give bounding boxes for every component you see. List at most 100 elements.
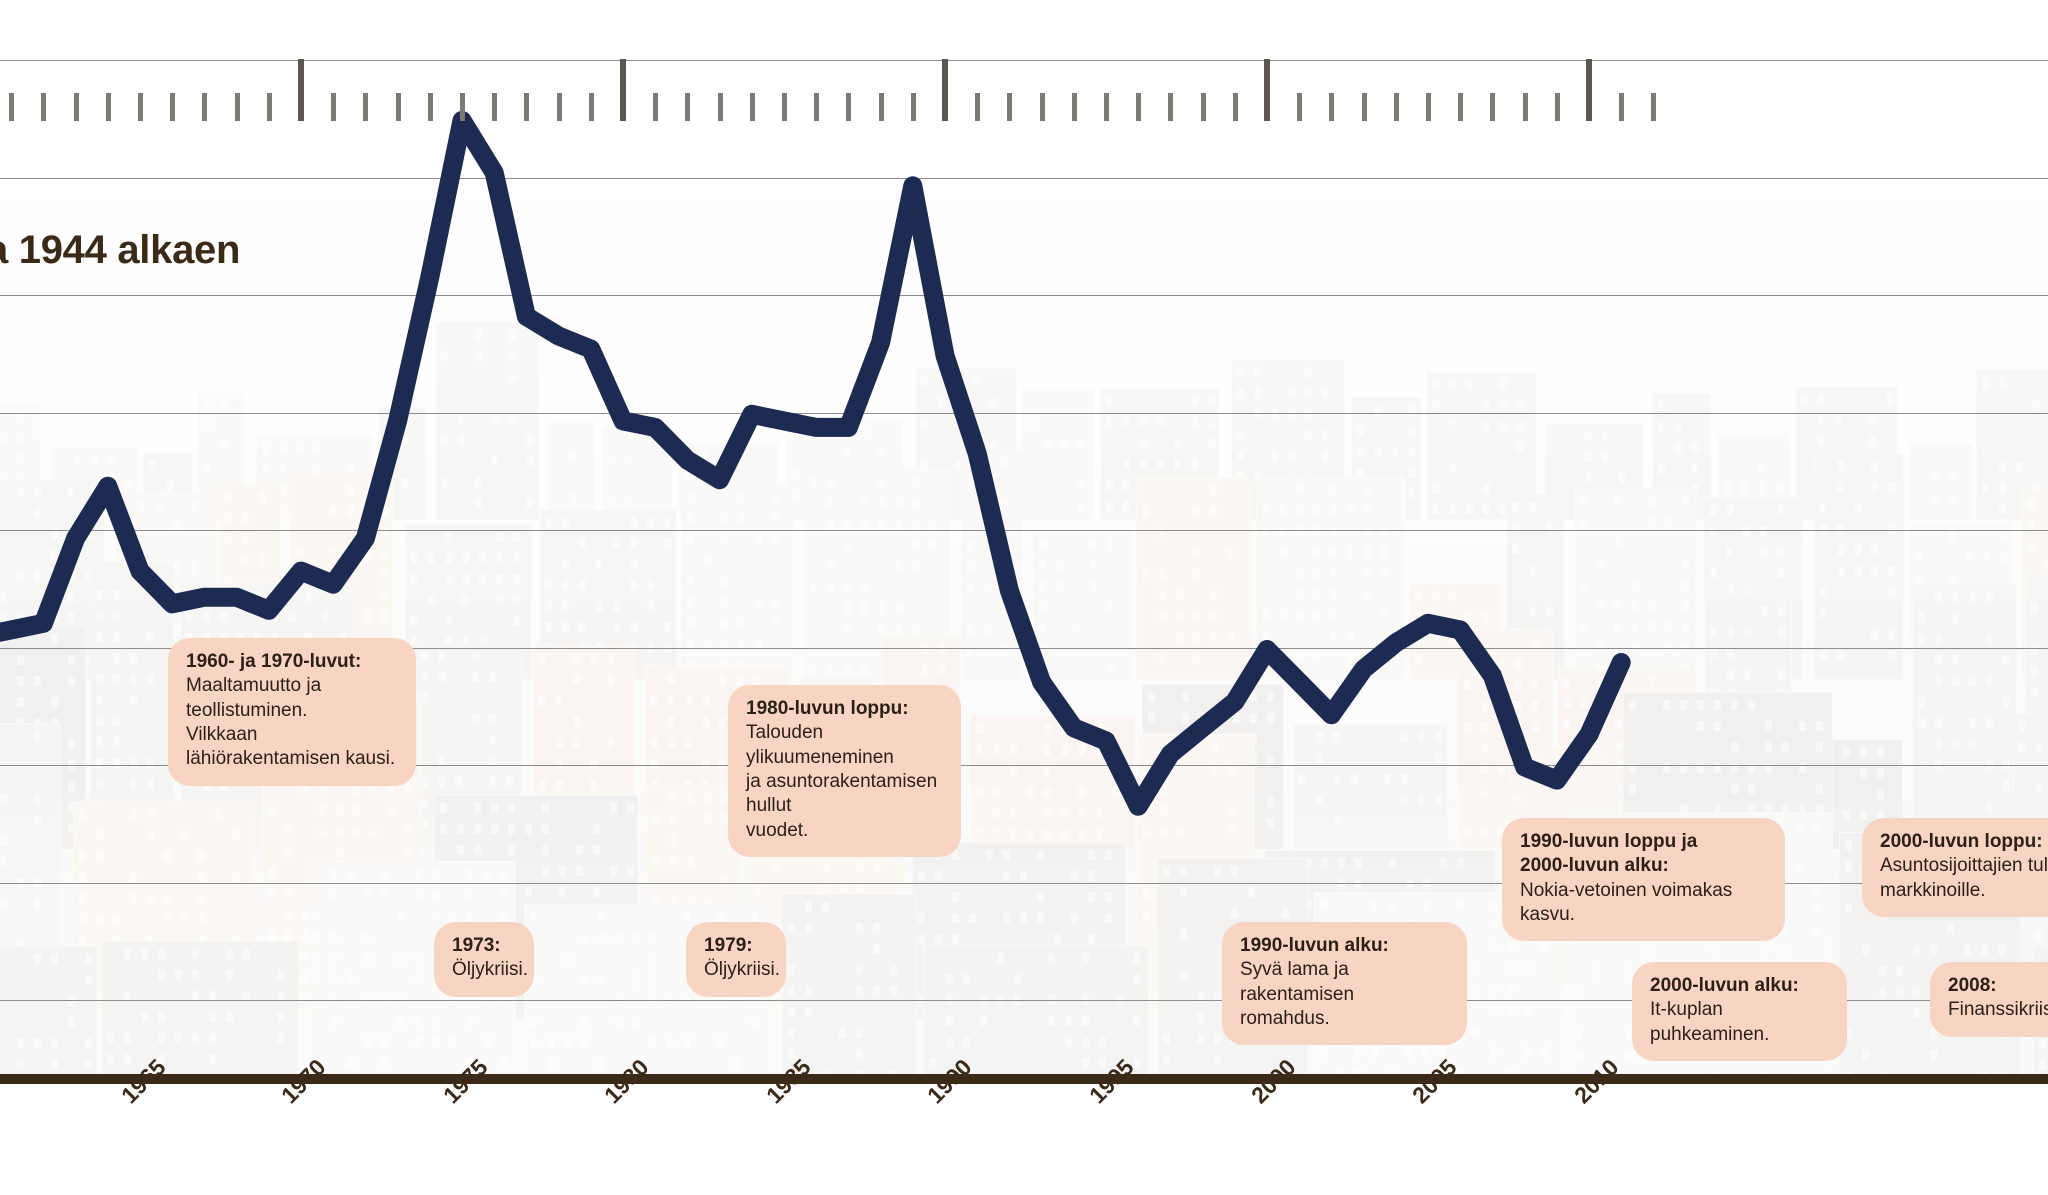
photo-window — [1914, 593, 1922, 604]
photo-window — [335, 973, 343, 984]
photo-window — [1010, 744, 1018, 755]
photo-window — [495, 658, 503, 669]
photo-window — [508, 351, 516, 362]
photo-building — [1702, 496, 1804, 680]
gridline-3 — [0, 413, 2048, 414]
photo-window — [1473, 963, 1481, 974]
photo-window — [966, 625, 974, 636]
photo-window — [1551, 493, 1559, 504]
photo-window — [1744, 626, 1752, 637]
photo-window — [0, 781, 7, 792]
axis-tick-1989 — [910, 93, 916, 121]
photo-window — [1106, 416, 1114, 427]
photo-window — [1713, 805, 1721, 816]
photo-window — [625, 454, 633, 465]
photo-window — [1897, 950, 1905, 961]
photo-window — [1456, 899, 1464, 910]
photo-window — [1422, 879, 1430, 890]
callout-1979: 1979: Öljykriisi. — [686, 922, 786, 997]
photo-window — [626, 802, 634, 813]
photo-window — [1388, 858, 1396, 869]
photo-window — [545, 642, 553, 653]
photo-window — [414, 869, 422, 880]
photo-window — [1615, 740, 1623, 751]
photo-window — [1176, 590, 1184, 601]
photo-window — [363, 932, 371, 943]
photo-window — [95, 830, 103, 841]
photo-window — [1598, 803, 1606, 814]
photo-window — [1691, 485, 1699, 496]
photo-window — [1931, 950, 1939, 961]
photo-window — [1985, 675, 1993, 686]
photo-window — [1708, 567, 1716, 578]
photo-window — [17, 613, 24, 624]
photo-window — [626, 928, 634, 939]
photo-window — [34, 814, 41, 825]
photo-window — [2031, 749, 2039, 760]
photo-window — [589, 653, 597, 664]
photo-window — [1846, 992, 1854, 1003]
photo-window — [465, 911, 473, 922]
photo-window — [1507, 962, 1515, 973]
photo-window — [686, 617, 694, 628]
photo-window — [190, 500, 198, 511]
photo-window — [1843, 809, 1851, 820]
photo-window — [1481, 763, 1489, 774]
photo-window — [146, 632, 154, 643]
photo-window — [1836, 650, 1844, 661]
photo-window — [596, 558, 604, 569]
photo-window — [163, 893, 171, 904]
photo-window — [474, 477, 482, 488]
photo-window — [993, 828, 1001, 839]
photo-window — [1649, 782, 1657, 793]
photo-window — [17, 697, 24, 708]
photo-window — [1895, 987, 1903, 998]
photo-window — [262, 463, 270, 474]
photo-window — [667, 675, 675, 686]
photo-window — [650, 738, 658, 749]
photo-window — [34, 982, 41, 993]
photo-window — [431, 890, 439, 901]
photo-window — [1946, 924, 1954, 935]
photo-window — [129, 809, 137, 820]
photo-building — [1020, 389, 1094, 520]
photo-window — [34, 877, 41, 888]
photo-window — [78, 914, 86, 925]
photo-window — [1801, 393, 1809, 404]
photo-window — [1005, 481, 1013, 492]
photo-window — [545, 579, 553, 590]
photo-window — [976, 786, 984, 797]
photo-window — [1431, 378, 1439, 389]
photo-window — [17, 571, 24, 582]
photo-window — [284, 931, 292, 942]
photo-window — [1312, 588, 1320, 599]
photo-window — [704, 793, 712, 804]
photo-window — [122, 563, 130, 574]
axis-tick-1978 — [556, 93, 562, 121]
photo-window — [129, 758, 137, 769]
photo-window — [579, 579, 587, 590]
photo-window — [220, 612, 228, 623]
photo-window — [1232, 818, 1240, 829]
photo-window — [157, 969, 165, 980]
photo-window — [1869, 414, 1877, 425]
photo-window — [877, 519, 885, 530]
photo-window — [420, 650, 428, 661]
photo-window — [190, 605, 198, 616]
photo-window — [667, 696, 675, 707]
photo-window — [704, 898, 712, 909]
photo-window — [329, 1016, 337, 1027]
photo-window — [1853, 545, 1861, 556]
photo-window — [935, 996, 942, 1007]
photo-window — [1191, 458, 1199, 469]
photo-window — [1123, 416, 1131, 427]
photo-window — [894, 666, 902, 677]
photo-window — [684, 780, 692, 791]
photo-window — [197, 872, 205, 883]
photo-window — [1846, 929, 1854, 940]
photo-window — [95, 779, 103, 790]
photo-window — [414, 953, 422, 964]
photo-window — [225, 948, 233, 959]
axis-tick-1969 — [266, 93, 272, 121]
photo-window — [524, 886, 532, 897]
